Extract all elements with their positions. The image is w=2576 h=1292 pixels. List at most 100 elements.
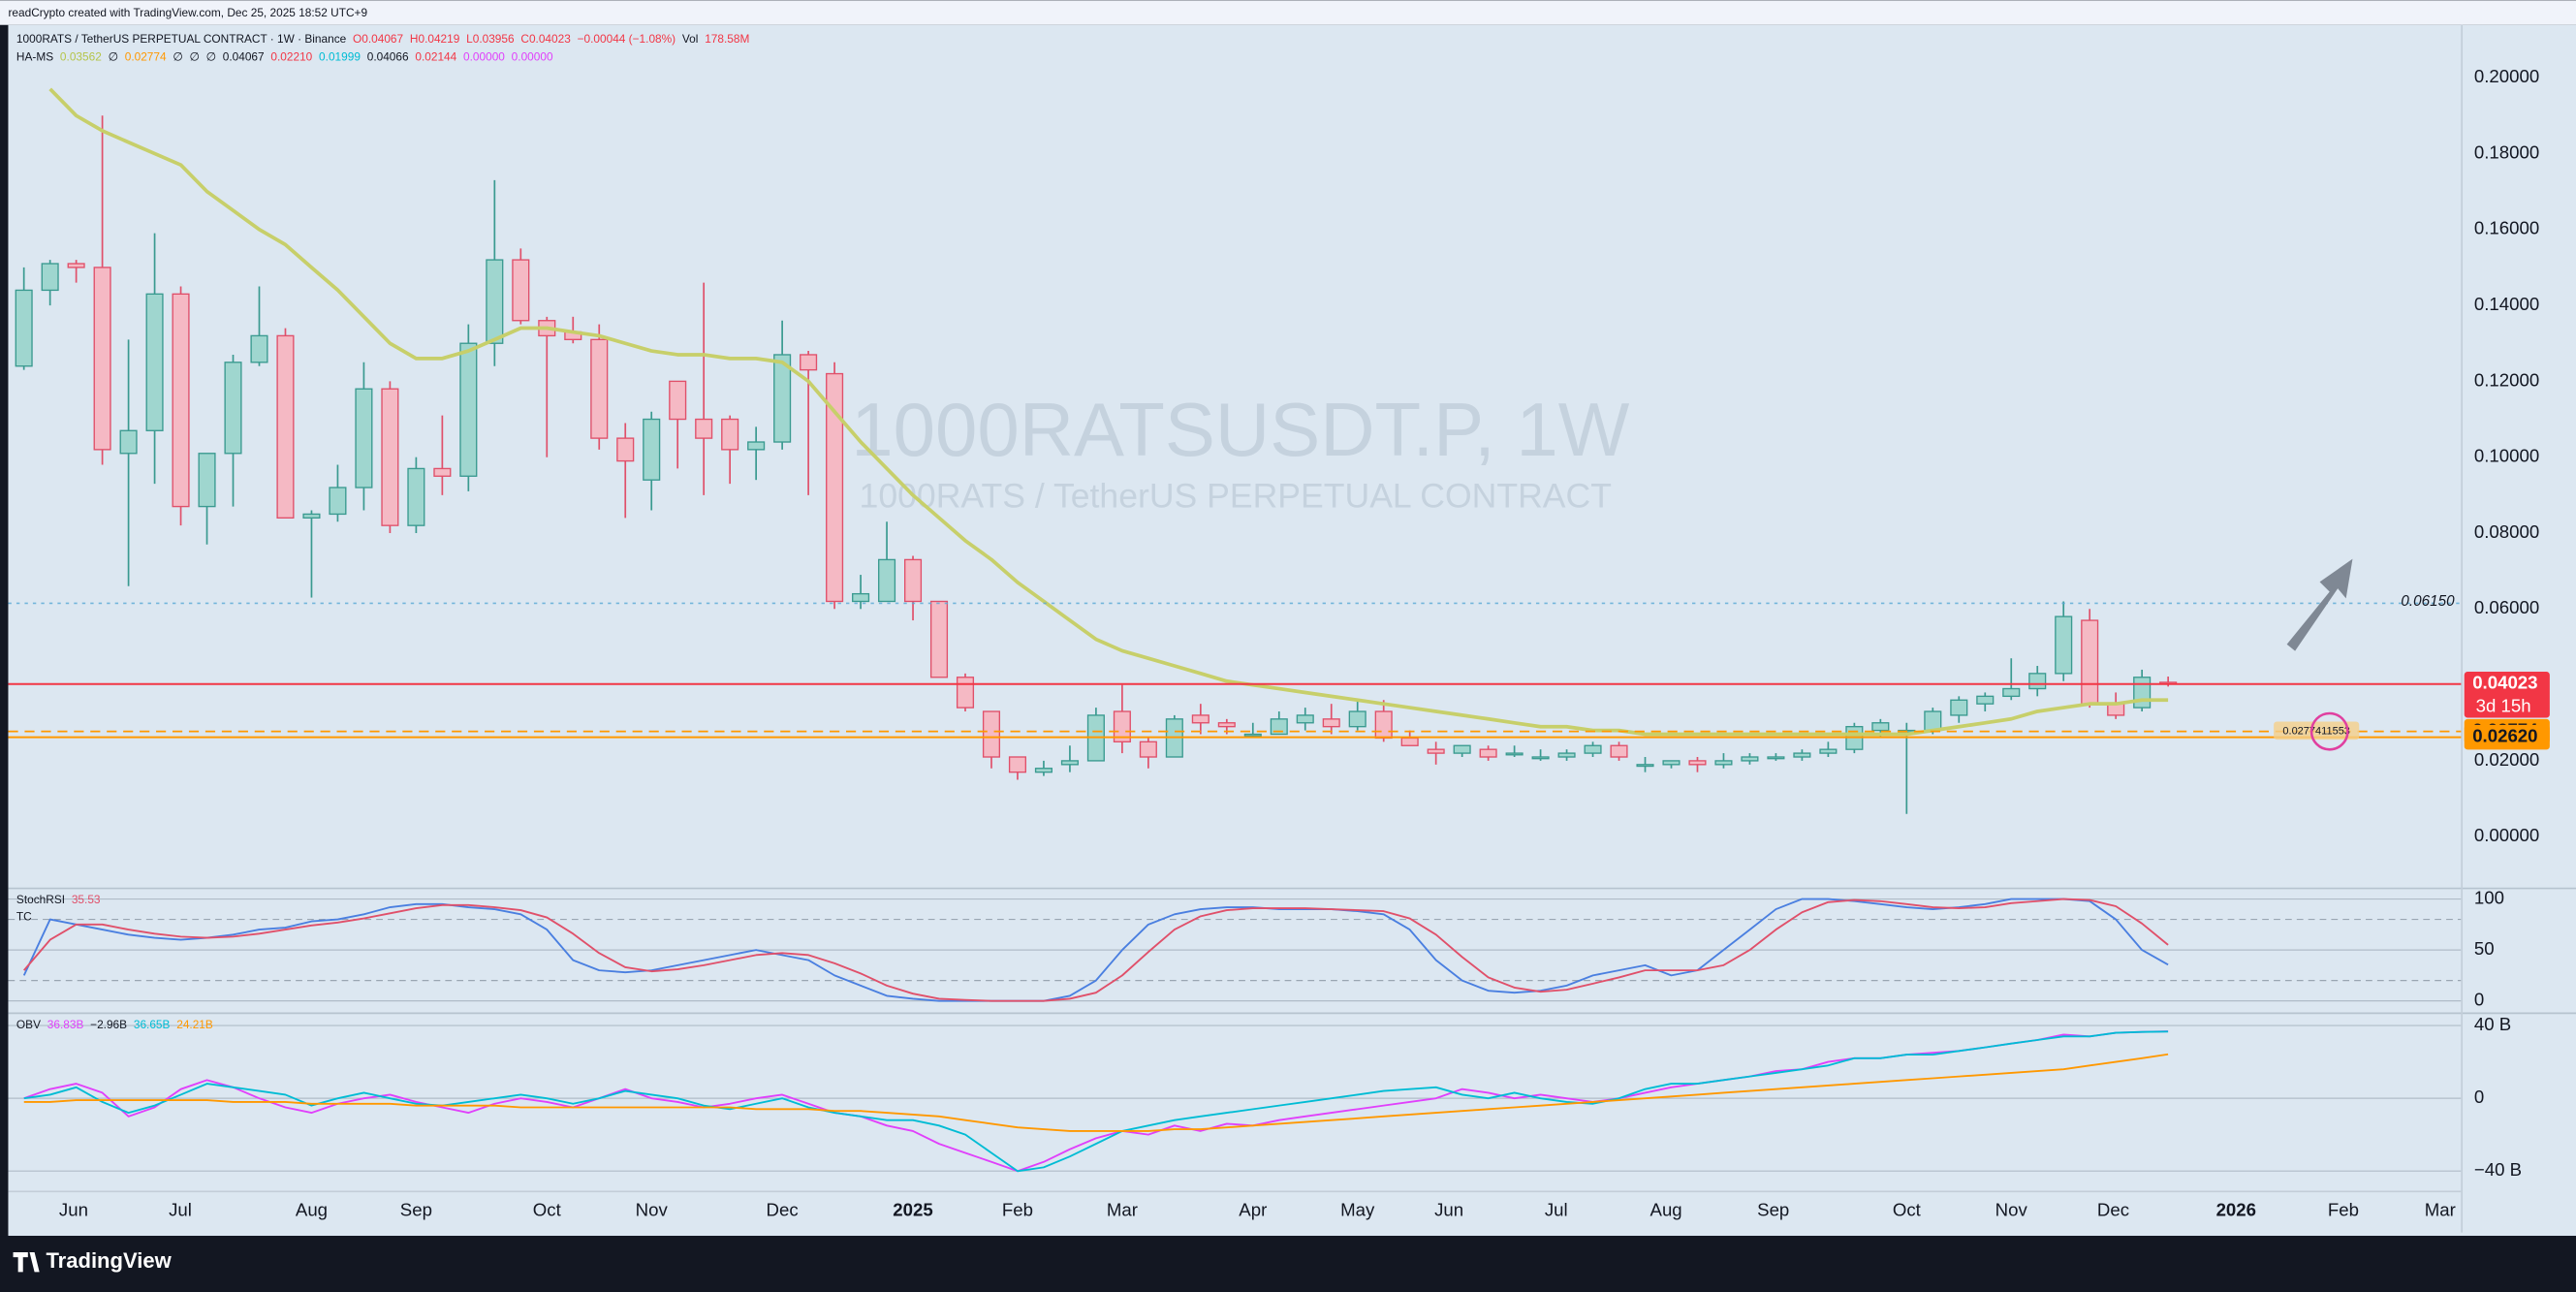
legend-item: 0.02144	[415, 50, 456, 64]
x-tick-label: 2025	[893, 1200, 932, 1220]
price-label-box	[2464, 671, 2550, 718]
y-tick-label: 0	[2474, 1087, 2484, 1107]
candle-body	[1113, 710, 1131, 743]
candle-body	[929, 600, 949, 678]
x-tick-label: Sep	[1757, 1200, 1789, 1220]
candle-body	[381, 388, 399, 526]
pane	[8, 898, 2462, 1002]
candle-body	[2055, 615, 2073, 675]
chart-background	[8, 24, 2576, 1237]
legend-item: 0.02210	[270, 50, 312, 64]
candle-body	[329, 487, 347, 516]
price-label: 0.02620	[2472, 726, 2537, 746]
arrow-annotation	[2286, 558, 2353, 651]
candle-body	[1557, 752, 1576, 758]
price-label: 0.04023	[2472, 673, 2537, 693]
series-line	[23, 1030, 2169, 1173]
legend-item: O0.04067	[353, 32, 403, 46]
y-tick-label: 0.06000	[2474, 597, 2539, 617]
candle-body	[1767, 756, 1785, 760]
pane-title-value: −2.96B	[90, 1018, 127, 1031]
candle-body	[1662, 760, 1681, 766]
x-tick-label: Mar	[1107, 1200, 1138, 1220]
pane: 1000RATSUSDT.P, 1W 1000RATS / TetherUS PE…	[15, 87, 2178, 814]
candle-body	[1924, 710, 1942, 732]
candle-body	[2081, 619, 2099, 705]
chart-layer: 1000RATSUSDT.P, 1W 1000RATS / TetherUS PE…	[8, 32, 2550, 1220]
legend-item: ∅	[109, 50, 118, 64]
candle-body	[1793, 752, 1811, 758]
candle-body	[119, 429, 138, 455]
x-tick-label: Aug	[296, 1200, 328, 1220]
series-line	[48, 87, 2169, 737]
candle-body	[433, 467, 452, 477]
y-tick-label: 0.00000	[2474, 825, 2539, 845]
candle-body	[2028, 673, 2047, 690]
y-tick-label: 0.18000	[2474, 142, 2539, 162]
candle-body	[903, 558, 923, 603]
bottom-bar	[0, 1236, 2576, 1292]
candle-body	[695, 418, 713, 439]
pane-title: StochRSI 35.53	[16, 893, 101, 906]
y-tick-label: 0	[2474, 990, 2484, 1010]
pane-subtitle: TC	[16, 909, 32, 923]
x-tick-label: Aug	[1650, 1200, 1682, 1220]
legend-item: C0.04023	[520, 32, 571, 46]
watermark-name: 1000RATS / TetherUS PERPETUAL CONTRACT	[860, 476, 1612, 515]
candle-body	[407, 467, 425, 526]
x-tick-label: Feb	[1002, 1200, 1033, 1220]
x-tick-label: Nov	[1995, 1200, 2028, 1220]
candle-body	[1217, 722, 1236, 728]
candle-body	[800, 354, 818, 371]
candle-body	[1819, 748, 1838, 754]
candle-body	[852, 592, 870, 603]
pane-title-value: 24.21B	[176, 1018, 213, 1031]
pane-title-text: OBV	[16, 1018, 41, 1031]
x-tick-label: Jul	[1545, 1200, 1568, 1220]
y-tick-label: 0.10000	[2474, 446, 2539, 466]
candle-body	[67, 263, 85, 268]
circle-annotation	[2309, 711, 2349, 751]
candle-body	[1427, 748, 1445, 754]
candle-body	[1191, 714, 1209, 724]
legend-item: 0.03562	[60, 50, 102, 64]
candle-body	[2002, 687, 2021, 698]
y-tick-label: 50	[2474, 938, 2495, 959]
candle-body	[1531, 756, 1550, 760]
x-tick-label: May	[1340, 1200, 1375, 1220]
candle-body	[302, 513, 321, 520]
y-tick-label: −40 B	[2474, 1159, 2522, 1180]
candle-body	[773, 354, 792, 443]
candle-body	[2133, 677, 2152, 709]
candle-body	[826, 372, 844, 603]
legend-item: 0.00000	[512, 50, 553, 64]
legend-item: 0.04066	[367, 50, 409, 64]
x-tick-label: Oct	[1893, 1200, 1922, 1220]
y-tick-label: 0.16000	[2474, 218, 2539, 238]
candle-body	[1741, 756, 1759, 762]
level-tag: 0.0277411553	[2282, 726, 2350, 738]
candle-body	[93, 267, 111, 451]
candle-body	[224, 362, 242, 455]
series-line	[23, 1053, 2169, 1132]
pane-title-value: 36.83B	[47, 1018, 84, 1031]
candle-body	[1008, 756, 1027, 773]
candle-body	[982, 710, 1001, 758]
candle-body	[1714, 760, 1733, 766]
candle-body	[1976, 695, 1995, 705]
legend-item: 178.58M	[705, 32, 749, 46]
x-tick-label: Dec	[2097, 1200, 2129, 1220]
y-tick-label: 0.12000	[2474, 369, 2539, 390]
legend-item: −0.00044 (−1.08%)	[578, 32, 676, 46]
candle-body	[616, 437, 635, 462]
candle-body	[172, 293, 190, 508]
y-tick-label: 0.02000	[2474, 749, 2539, 770]
candle-body	[355, 388, 373, 488]
x-tick-label: Mar	[2425, 1200, 2456, 1220]
x-tick-label: Dec	[767, 1200, 799, 1220]
candle-body	[15, 289, 33, 367]
candle-body	[41, 263, 59, 292]
x-tick-label: Jun	[1434, 1200, 1463, 1220]
candle-body	[198, 453, 216, 508]
